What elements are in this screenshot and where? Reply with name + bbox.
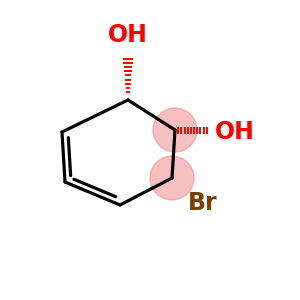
Text: Br: Br (188, 191, 218, 215)
Text: OH: OH (108, 23, 148, 47)
Text: OH: OH (215, 120, 255, 144)
Circle shape (150, 156, 194, 200)
Circle shape (153, 108, 197, 152)
